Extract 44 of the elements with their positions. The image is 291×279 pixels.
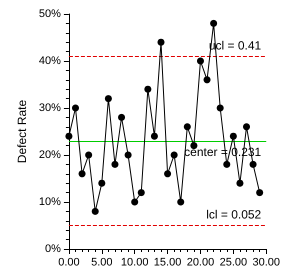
point — [223, 160, 230, 168]
y-axis-title: Defect Rate — [15, 100, 29, 164]
point — [98, 180, 106, 187]
y-tick-label: 30% — [38, 102, 62, 114]
y-tick-label: 10% — [38, 196, 62, 208]
point — [131, 198, 138, 206]
y-tick-label: 20% — [38, 149, 62, 161]
point — [158, 38, 164, 46]
point — [138, 189, 145, 196]
point — [111, 160, 118, 168]
point — [118, 114, 126, 121]
x-tick-label: 25.00 — [220, 256, 248, 268]
point — [170, 152, 178, 158]
y-tick-label: 50% — [38, 8, 62, 20]
x-tick-label: 20.00 — [186, 256, 214, 268]
point — [104, 95, 112, 102]
ref-line-label: lcl = 0.052 — [206, 208, 262, 222]
point — [243, 123, 250, 130]
point — [230, 132, 237, 140]
point — [210, 20, 218, 27]
y-tick-label: 0% — [45, 243, 62, 255]
x-tick-label: 5.00 — [91, 256, 113, 268]
point — [85, 152, 92, 158]
y-tick-label: 40% — [38, 55, 62, 67]
x-tick-label: 15.00 — [154, 256, 182, 268]
point — [256, 189, 264, 196]
point — [78, 170, 86, 178]
point — [124, 152, 132, 158]
point — [184, 123, 191, 130]
point — [72, 104, 79, 112]
point — [92, 208, 99, 215]
point — [177, 198, 184, 206]
point — [150, 132, 158, 140]
point — [164, 170, 172, 178]
point — [250, 160, 257, 168]
x-tick-label: 30.00 — [252, 256, 280, 268]
point — [65, 132, 72, 140]
point — [216, 104, 224, 112]
point — [236, 180, 244, 187]
x-tick-label: 10.00 — [120, 256, 148, 268]
point — [204, 76, 211, 84]
point — [196, 58, 204, 64]
point — [144, 86, 152, 93]
x-tick-label: 0.00 — [58, 256, 80, 268]
